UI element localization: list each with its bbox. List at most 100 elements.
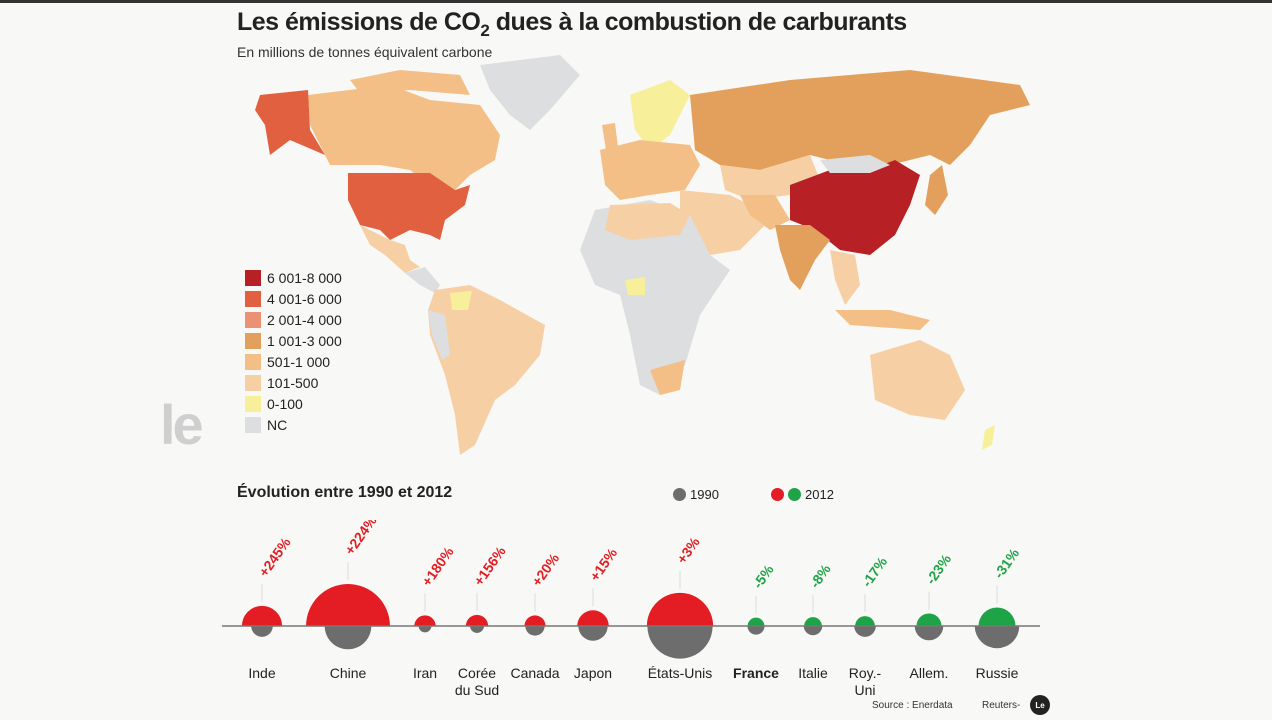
- bubble-2012: [524, 615, 546, 626]
- bubble-1990: [854, 626, 876, 637]
- legend-label: 0-100: [267, 395, 303, 412]
- change-label: -23%: [922, 551, 954, 587]
- bubble-1990: [324, 626, 372, 650]
- evolution-title: Évolution entre 1990 et 2012: [237, 484, 453, 501]
- legend-item: 101-500: [245, 372, 342, 393]
- map-australia: [870, 340, 965, 420]
- page-subtitle: En millions de tonnes équivalent carbone: [237, 44, 493, 60]
- country-label: Corée: [458, 665, 496, 681]
- legend-label: 2 001-4 000: [267, 311, 342, 328]
- change-label: +20%: [528, 550, 562, 589]
- bubble-2012: [306, 584, 390, 626]
- map-canada: [308, 85, 500, 190]
- bubble-2012: [577, 610, 609, 626]
- bubble-1990: [470, 626, 484, 633]
- legend-item: 4 001-6 000: [245, 288, 342, 309]
- bubble-2012: [804, 617, 822, 626]
- map-legend: 6 001-8 000 4 001-6 000 2 001-4 000 1 00…: [245, 267, 342, 435]
- credit: Reuters-: [982, 700, 1021, 711]
- legend-swatch: [245, 290, 261, 307]
- bubble-1990: [747, 626, 765, 635]
- channel-watermark: le: [160, 393, 204, 456]
- change-label: -31%: [990, 545, 1022, 581]
- map-new-zealand: [982, 425, 995, 450]
- country-label: Allem.: [910, 665, 949, 681]
- dot-decrease-icon: [788, 488, 801, 501]
- map-india: [775, 225, 830, 290]
- bubble-2012: [747, 617, 765, 626]
- legend-item: 501-1 000: [245, 351, 342, 372]
- legend-swatch: [245, 395, 261, 412]
- legend-label: 4 001-6 000: [267, 290, 342, 307]
- change-label: +180%: [418, 543, 457, 589]
- country-label: du Sud: [455, 682, 499, 695]
- map-mongolia: [820, 155, 890, 173]
- map-indonesia: [835, 310, 930, 330]
- change-label: +3%: [673, 534, 703, 567]
- key-1990-label: 1990: [690, 487, 719, 502]
- change-label: -8%: [806, 561, 834, 591]
- bubble-2012: [414, 615, 436, 626]
- bubble-2012: [465, 614, 489, 626]
- bubble-2012: [646, 592, 714, 626]
- map-arctic-islands: [350, 70, 470, 95]
- change-label: +224%: [341, 520, 380, 558]
- map-europe: [600, 140, 700, 200]
- map-russia: [690, 70, 1030, 170]
- dot-increase-icon: [771, 488, 784, 501]
- legend-label: 501-1 000: [267, 353, 331, 370]
- map-north-africa: [605, 203, 690, 240]
- map-se-asia: [830, 250, 860, 305]
- bubble-1990: [974, 626, 1020, 649]
- world-map: [255, 55, 1030, 455]
- map-south-america: [428, 285, 545, 455]
- country-label: Italie: [798, 665, 828, 681]
- map-scandinavia: [630, 80, 690, 150]
- map-uk: [602, 123, 618, 150]
- map-central-america: [405, 267, 440, 293]
- legend-item: 2 001-4 000: [245, 309, 342, 330]
- legend-label: 6 001-8 000: [267, 269, 342, 286]
- map-japan: [925, 165, 948, 215]
- source-note: Source : Enerdata: [872, 700, 953, 711]
- bubble-2012: [916, 613, 942, 626]
- country-label: France: [733, 665, 779, 681]
- map-alaska: [255, 90, 325, 155]
- country-label: États-Unis: [648, 665, 713, 681]
- bubble-chart: +245% Inde +224% Chine +180% Iran +156% Coréedu…: [222, 520, 1040, 695]
- bubble-2012: [241, 605, 283, 626]
- legend-item: NC: [245, 414, 342, 435]
- bubble-1990: [914, 626, 944, 641]
- country-label: Iran: [413, 665, 437, 681]
- legend-label: 101-500: [267, 374, 319, 391]
- country-label: Russie: [976, 665, 1019, 681]
- legend-swatch: [245, 269, 261, 286]
- bubble-2012: [855, 616, 875, 626]
- dot-1990-icon: [673, 488, 686, 501]
- change-label: -5%: [749, 561, 777, 591]
- country-label: Inde: [248, 665, 275, 681]
- change-label: +156%: [470, 543, 509, 589]
- map-usa: [348, 173, 470, 240]
- bubble-1990: [418, 626, 432, 633]
- country-label: Chine: [330, 665, 367, 681]
- country-label: Roy.-: [849, 665, 882, 681]
- legend-swatch: [245, 353, 261, 370]
- bubble-1990: [803, 626, 823, 636]
- key-2012-label: 2012: [805, 487, 834, 502]
- key-2012: 2012: [771, 487, 834, 502]
- legend-item: 0-100: [245, 393, 342, 414]
- page-title: Les émissions de CO2 dues à la combustio…: [237, 8, 907, 40]
- map-venezuela: [450, 291, 472, 310]
- legend-swatch: [245, 374, 261, 391]
- top-bar: [0, 0, 1272, 3]
- legend-label: NC: [267, 416, 288, 433]
- credit-logo: Le: [1030, 695, 1050, 715]
- bubble-1990: [525, 626, 545, 636]
- change-label: +245%: [255, 534, 294, 580]
- map-china: [790, 160, 920, 255]
- map-andes-grey: [428, 310, 450, 360]
- country-label: Canada: [510, 665, 559, 681]
- legend-swatch: [245, 332, 261, 349]
- legend-label: 1 001-3 000: [267, 332, 342, 349]
